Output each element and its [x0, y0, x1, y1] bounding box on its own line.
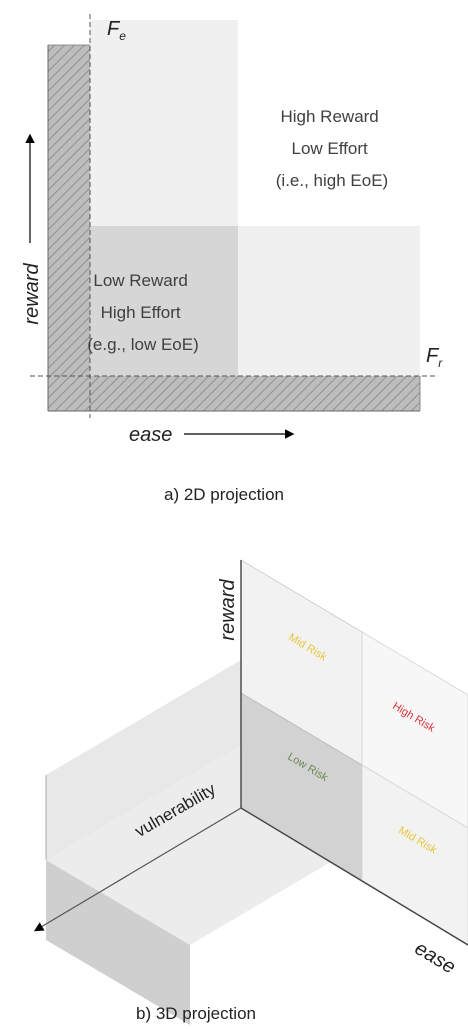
high-eoe-region-top	[90, 20, 238, 226]
low-eoe-region	[90, 226, 238, 376]
vulnerability-axis-3d	[33, 807, 242, 932]
panel-3d-projection: reward vulnerability ease Mid Risk High …	[33, 559, 468, 1025]
low-eoe-line-1: Low Reward	[93, 271, 188, 290]
high-eoe-text: High Reward Low Effort (i.e., high EoE)	[276, 107, 388, 190]
box-front-face	[46, 860, 190, 1025]
low-eoe-text: Low Reward High Effort (e.g., low EoE)	[87, 271, 199, 354]
fr-label: Fr	[426, 345, 443, 370]
fe-label-subscript: e	[119, 29, 126, 43]
high-eoe-line-3: (i.e., high EoE)	[276, 171, 388, 190]
reward-axis-label-3d: reward	[217, 579, 239, 641]
hatched-bottom-strip	[48, 376, 420, 411]
low-eoe-line-3: (e.g., low EoE)	[87, 335, 199, 354]
caption-3d: b) 3D projection	[136, 1004, 256, 1023]
hatched-left-strip	[48, 45, 90, 411]
low-eoe-line-2: High Effort	[101, 303, 181, 322]
high-eoe-line-2: Low Effort	[292, 139, 369, 158]
ease-axis-3d	[240, 807, 468, 946]
reward-axis-label-2d: reward	[21, 263, 43, 325]
fe-label: Fe	[107, 18, 126, 43]
plane-lower-right	[361, 764, 468, 946]
fr-label-subscript: r	[438, 356, 443, 370]
plane-upper-right	[361, 631, 468, 829]
box-left-face	[46, 660, 241, 860]
caption-2d: a) 2D projection	[164, 485, 284, 504]
high-eoe-line-1: High Reward	[281, 107, 379, 126]
panel-2d-projection: Fe Fr reward ease High Reward Low Effort…	[21, 14, 443, 504]
ease-axis-label-3d: ease	[411, 937, 460, 978]
ease-axis-label-2d: ease	[129, 424, 172, 446]
